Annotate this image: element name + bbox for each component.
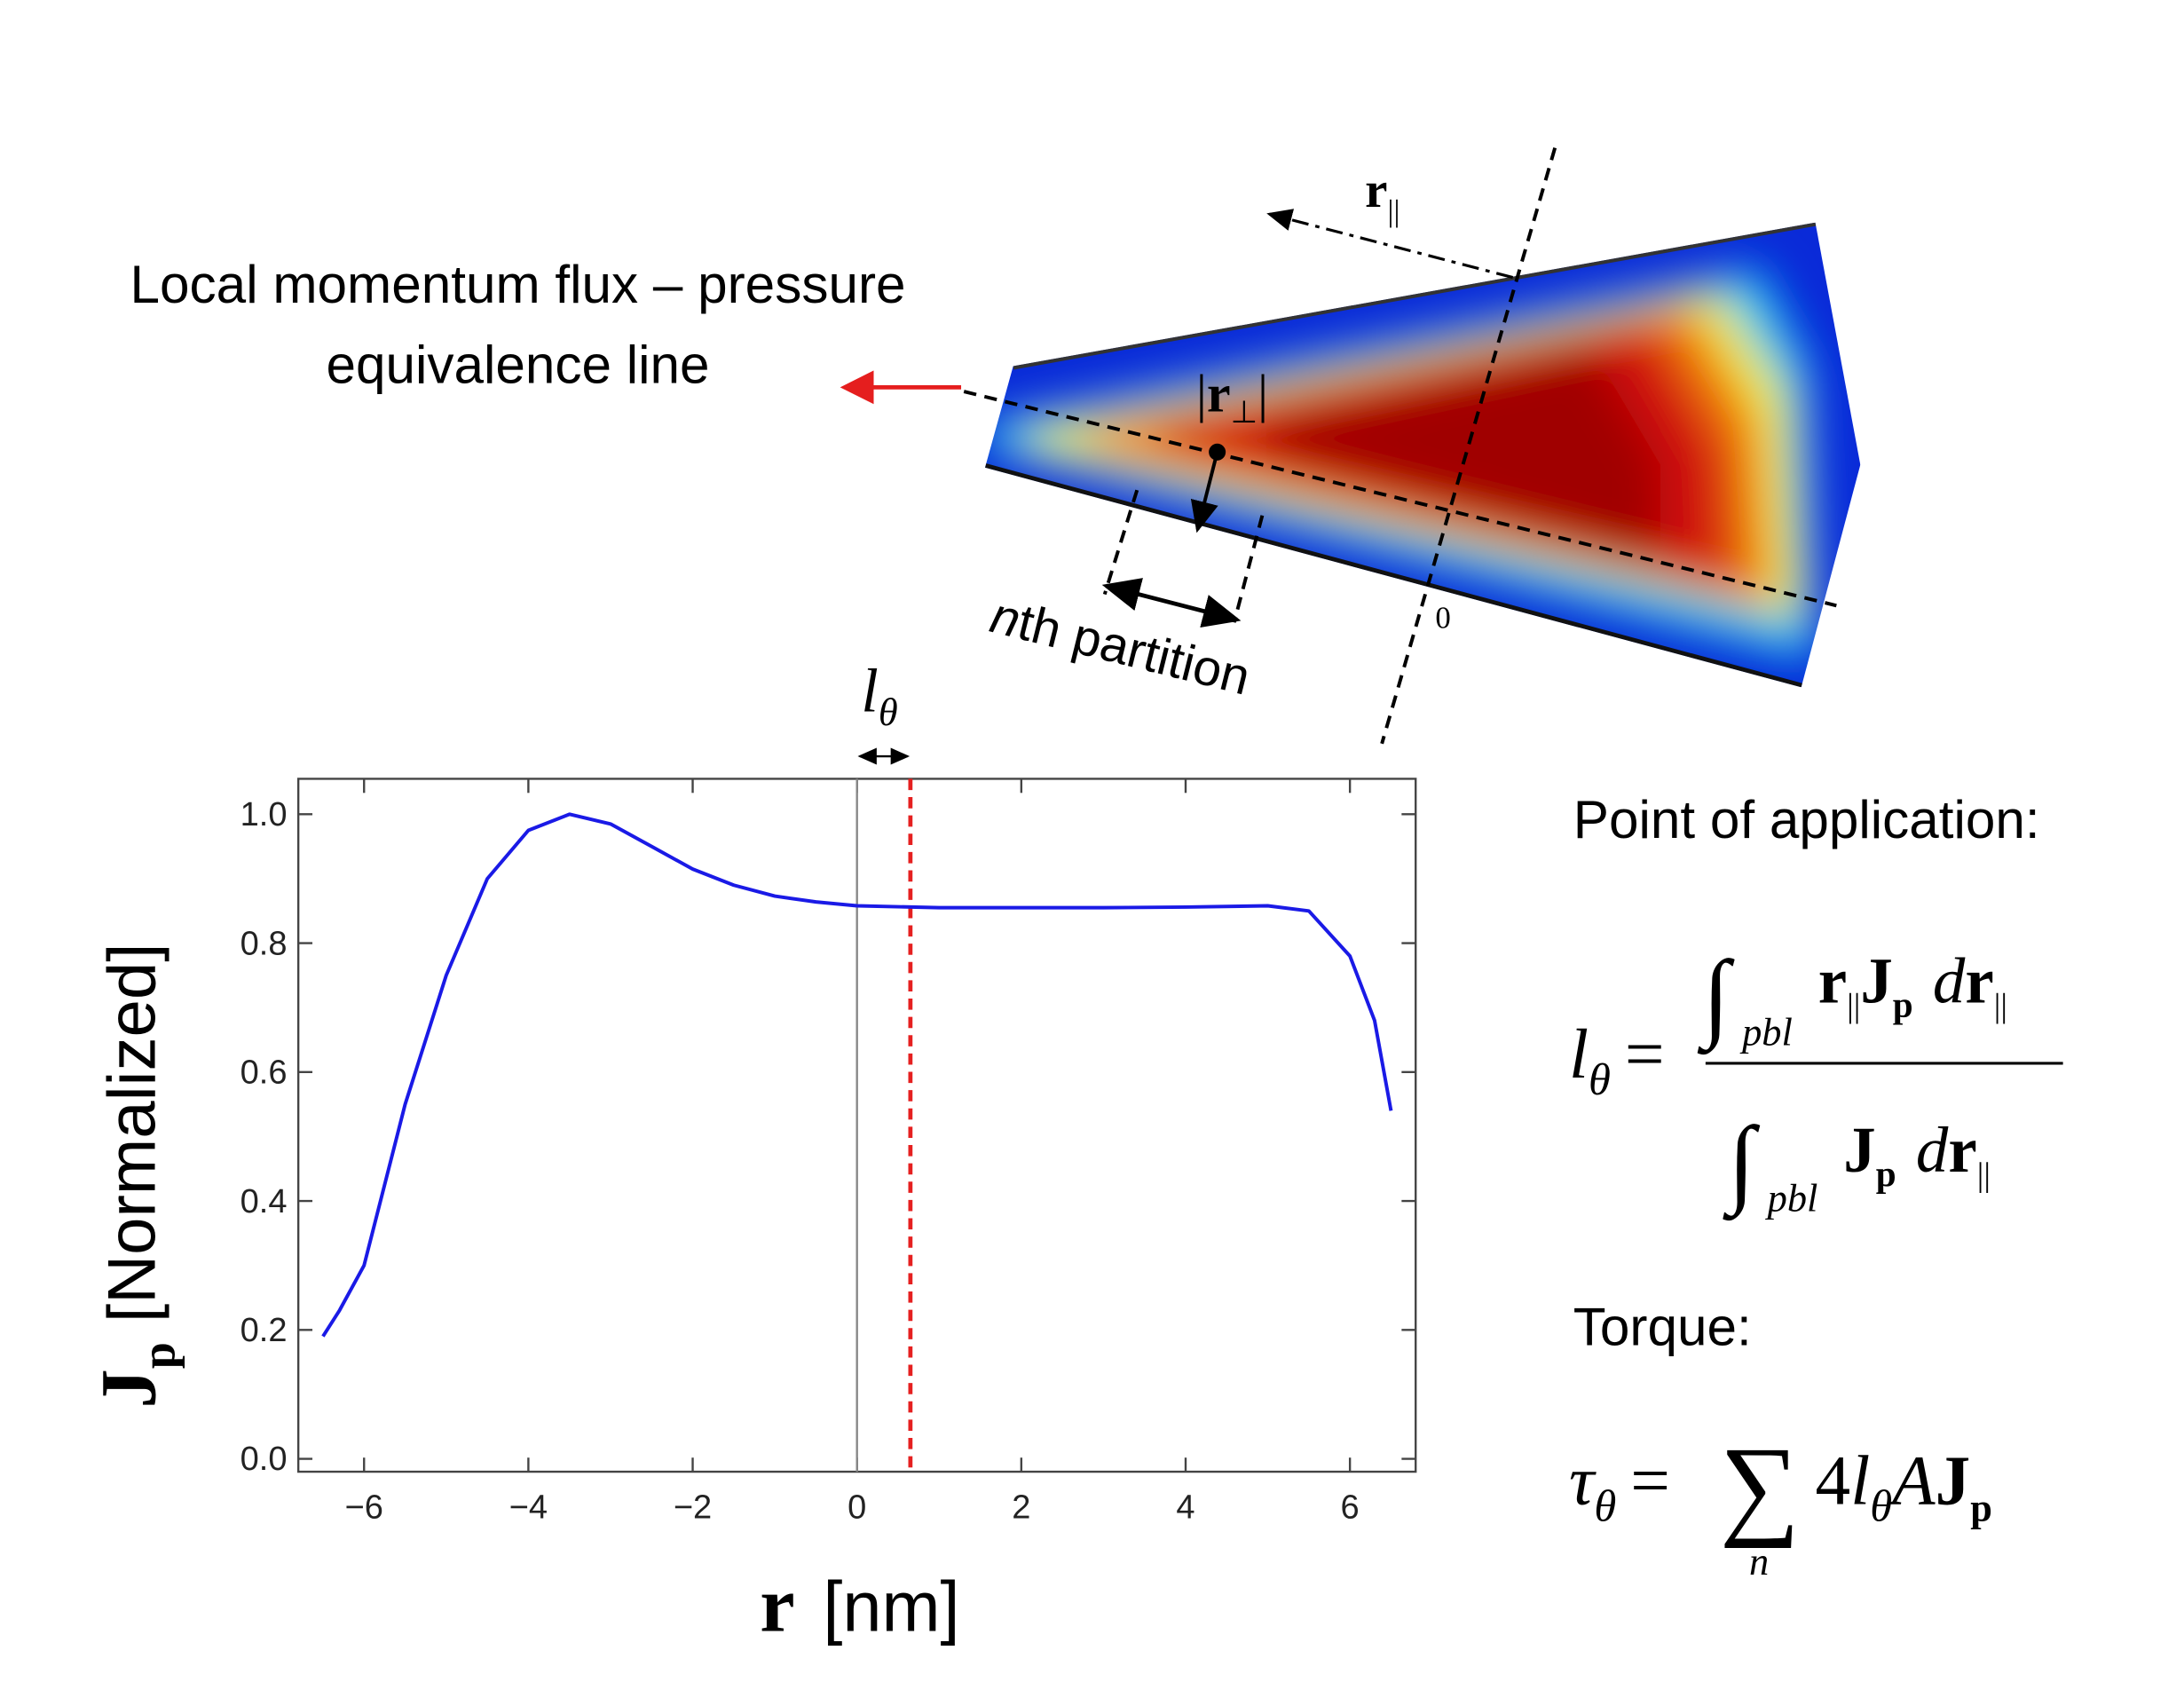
equivalence-line [963,390,1837,608]
eq-symbol: lθ = [1569,1015,1665,1104]
r-parallel-arrow [1266,209,1514,280]
x-tick-label: −2 [674,1489,712,1526]
diagram-title: equivalence line [326,335,709,395]
origin-label: 0 [1435,601,1450,636]
y-tick-label: 0.8 [240,925,288,962]
eq-symbol: ∫ [1723,1107,1760,1220]
x-tick-label: 2 [1012,1489,1030,1526]
y-tick-label: 0.0 [240,1441,288,1478]
y-axis-label: Jp[Normalized] [85,944,185,1409]
l-theta-equation: lθ = ∫ pbl r||Jp dr|| ∫ pbl Jp dr|| [1569,941,2063,1221]
x-axis-label: r [nm] [760,1561,959,1648]
eq-symbol: τθ = [1569,1442,1670,1531]
eq-symbol: ∫ [1698,941,1735,1054]
eq-symbol: pbl [1765,1176,1818,1220]
plot: −6 −4 −2 0 2 4 6 0.0 0.2 0.4 0.6 0.8 1.0 [240,778,1417,1526]
torque-equation: τθ = ∑ n 4lθAJp [1569,1425,1992,1583]
x-tick-label: 0 [848,1489,866,1526]
l-theta-label: lθ [861,657,897,734]
y-tick-label: 0.4 [240,1183,288,1220]
partition-arrow [1101,578,1242,628]
theta-subscript: θ [879,690,898,734]
data-line [321,812,1393,1338]
eq-symbol: n [1749,1539,1769,1583]
torque-label: Torque: [1573,1296,1752,1356]
r-perp-label: |r⊥| [1196,364,1268,430]
y-tick-label: 0.2 [240,1312,288,1349]
diagram-title: Local momentum flux – pressure [130,254,906,314]
eq-symbol: pbl [1739,1009,1793,1054]
heat-map [984,222,1861,688]
point-label: Point of application: [1573,789,2040,849]
x-tick-label: −4 [509,1489,548,1526]
eq-symbol: r||Jp dr|| [1818,945,2007,1025]
eq-symbol: 4lθAJp [1816,1442,1992,1531]
perpendicular-axis [1380,147,1557,745]
y-tick-label: 0.6 [240,1054,288,1092]
eq-symbol: ∑ [1720,1425,1800,1549]
eq-symbol: Jp dr|| [1843,1114,1991,1194]
partition-edge [1102,489,1139,596]
r-perp-arrow [1190,451,1219,533]
x-tick-label: −6 [345,1489,383,1526]
partition-label: nth partition [985,587,1256,706]
l-symbol: l [861,657,878,725]
x-tick-label: 4 [1176,1489,1194,1526]
x-tick-label: 6 [1341,1489,1360,1526]
y-tick-label: 1.0 [240,796,288,833]
r-parallel-label: r|| [1365,162,1399,228]
